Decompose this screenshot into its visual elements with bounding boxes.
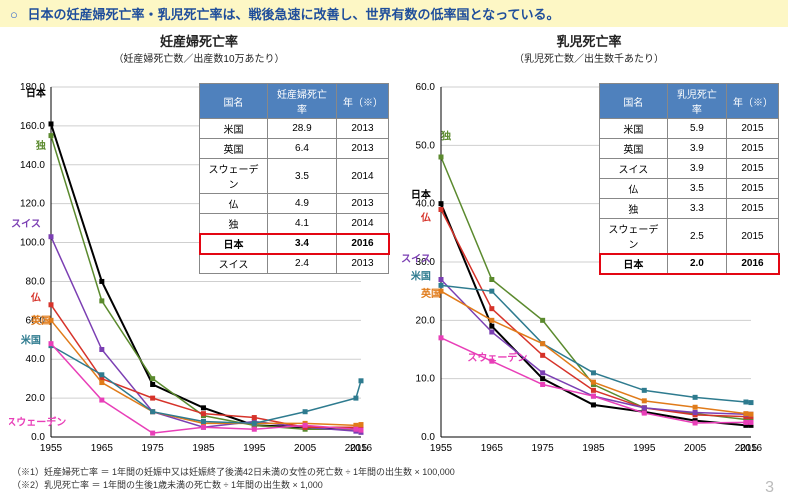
banner-text: 日本の妊産婦死亡率・乳児死亡率は、戦後急速に改善し、世界有数の低率国となっている… (27, 7, 559, 22)
right-chart-table: 国名乳児死亡率年（※）米国5.92015英国3.92015スイス3.92015仏… (599, 83, 779, 274)
svg-text:スウェーデン: スウェーデン (467, 351, 527, 364)
svg-text:1965: 1965 (91, 443, 114, 454)
svg-text:仏: 仏 (31, 292, 41, 304)
svg-text:日本: 日本 (26, 87, 47, 100)
svg-text:2016: 2016 (740, 443, 763, 454)
svg-text:20.0: 20.0 (416, 315, 436, 326)
table-row: 独3.32015 (600, 199, 779, 219)
svg-text:50.0: 50.0 (416, 140, 436, 151)
svg-text:120.0: 120.0 (20, 199, 45, 210)
table-header: 乳児死亡率 (667, 84, 726, 119)
table-header: 妊産婦死亡率 (268, 84, 337, 119)
table-header: 年（※） (336, 84, 388, 119)
svg-text:100.0: 100.0 (20, 238, 45, 249)
svg-text:英国: 英国 (30, 314, 51, 327)
bullet-icon: ○ (10, 7, 18, 22)
svg-text:40.0: 40.0 (26, 354, 46, 365)
svg-text:10.0: 10.0 (416, 374, 436, 385)
svg-text:1985: 1985 (192, 443, 215, 454)
footnote-1: （※1）妊産婦死亡率 ＝ 1年間の妊娠中又は妊娠終了後満42日未満の女性の死亡数… (12, 466, 776, 479)
left-chart-table: 国名妊産婦死亡率年（※）米国28.92013英国6.42013スウェーデン3.5… (199, 83, 389, 274)
svg-text:独: 独 (36, 139, 46, 152)
right-chart-subtitle: （乳児死亡数／出生数千あたり） (399, 50, 779, 65)
table-row: 日本3.42016 (200, 234, 389, 254)
svg-text:米国: 米国 (21, 334, 41, 347)
svg-text:2005: 2005 (684, 443, 707, 454)
table-row: スウェーデン3.52014 (200, 159, 389, 194)
svg-text:2005: 2005 (294, 443, 317, 454)
table-row: 英国6.42013 (200, 139, 389, 159)
svg-text:米国: 米国 (411, 270, 431, 283)
svg-text:独: 独 (441, 130, 451, 143)
footnotes: （※1）妊産婦死亡率 ＝ 1年間の妊娠中又は妊娠終了後満42日未満の女性の死亡数… (0, 462, 788, 497)
left-chart-title: 妊産婦死亡率 (9, 31, 389, 50)
table-row: 英国3.92015 (600, 139, 779, 159)
table-row: スイス2.42013 (200, 254, 389, 274)
header-banner: ○ 日本の妊産婦死亡率・乳児死亡率は、戦後急速に改善し、世界有数の低率国となって… (0, 0, 788, 27)
table-header: 国名 (200, 84, 268, 119)
svg-text:80.0: 80.0 (26, 276, 46, 287)
svg-text:0.0: 0.0 (31, 432, 45, 443)
svg-text:日本: 日本 (411, 188, 432, 201)
table-header: 年（※） (727, 84, 779, 119)
svg-text:1955: 1955 (430, 443, 453, 454)
table-row: スウェーデン2.52015 (600, 219, 779, 254)
table-row: 米国5.92015 (600, 119, 779, 139)
table-row: 米国28.92013 (200, 119, 389, 139)
right-chart-title: 乳児死亡率 (399, 31, 779, 50)
svg-text:1975: 1975 (142, 443, 165, 454)
svg-text:1985: 1985 (582, 443, 605, 454)
svg-text:160.0: 160.0 (20, 121, 45, 132)
page-number: 3 (765, 479, 774, 497)
svg-text:1995: 1995 (243, 443, 266, 454)
left-chart-subtitle: （妊産婦死亡数／出産数10万あたり） (9, 50, 389, 65)
left-chart-block: 妊産婦死亡率 （妊産婦死亡数／出産数10万あたり） 0.020.040.060.… (9, 31, 389, 462)
svg-text:1995: 1995 (633, 443, 656, 454)
table-header: 国名 (600, 84, 668, 119)
svg-text:2016: 2016 (350, 443, 373, 454)
svg-text:60.0: 60.0 (416, 82, 436, 93)
table-row: 仏4.92013 (200, 194, 389, 214)
svg-text:20.0: 20.0 (26, 393, 46, 404)
table-row: 日本2.02016 (600, 254, 779, 274)
table-row: 独4.12014 (200, 214, 389, 234)
svg-text:スイス: スイス (401, 253, 431, 265)
svg-text:0.0: 0.0 (421, 432, 435, 443)
footnote-2: （※2）乳児死亡率 ＝ 1年間の生後1歳未満の死亡数 ÷ 1年間の出生数 × 1… (12, 479, 776, 492)
right-chart-block: 乳児死亡率 （乳児死亡数／出生数千あたり） 0.010.020.030.040.… (399, 31, 779, 462)
svg-text:スイス: スイス (11, 218, 41, 230)
svg-text:1965: 1965 (481, 443, 504, 454)
svg-text:1955: 1955 (40, 443, 63, 454)
svg-text:スウェーデン: スウェーデン (9, 415, 66, 428)
svg-text:仏: 仏 (421, 212, 431, 224)
table-row: 仏3.52015 (600, 179, 779, 199)
svg-text:140.0: 140.0 (20, 160, 45, 171)
svg-text:英国: 英国 (420, 287, 441, 300)
svg-text:1975: 1975 (532, 443, 555, 454)
table-row: スイス3.92015 (600, 159, 779, 179)
